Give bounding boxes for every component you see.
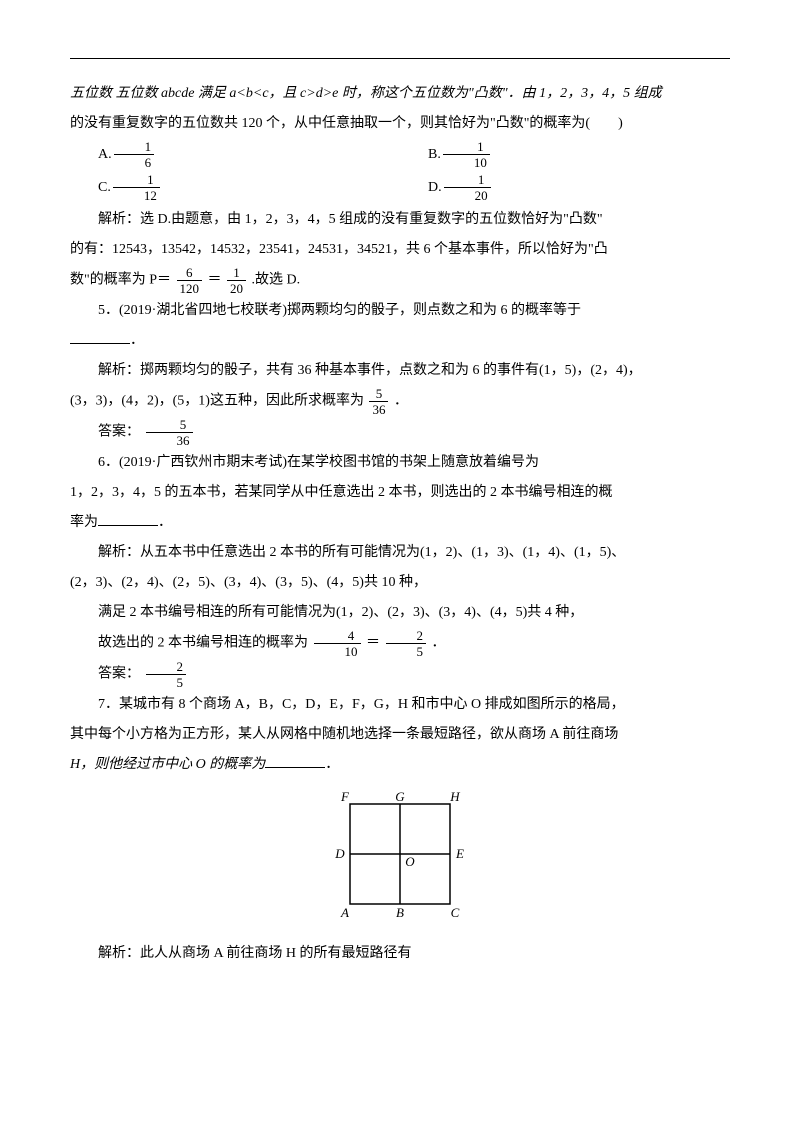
opt-label-B: B.	[400, 141, 441, 169]
q5-sol-l2-post: ．	[394, 394, 408, 409]
q6-ans-pre: 答案：	[98, 667, 140, 682]
q6-answer: 答案： 25	[70, 660, 730, 689]
q7-stem-l1: 7．某城市有 8 个商场 A，B，C，D，E，F，G，H 和市中心 O 排成如图…	[70, 691, 730, 719]
q5-answer: 答案： 536	[70, 418, 730, 447]
lbl-A: A	[340, 905, 349, 919]
q4-intro-line2: 的没有重复数字的五位数共 120 个，从中任意抽取一个，则其恰好为"凸数"的概率…	[70, 110, 730, 138]
frac-C: 112	[113, 173, 160, 202]
q7-stem-l3: H，则他经过市中心 O 的概率为 ．	[70, 751, 730, 779]
q5-ans-frac: 536	[146, 418, 193, 447]
q6-stem-l2: 1，2，3，4，5 的五本书，若某同学从中任意选出 2 本书，则选出的 2 本书…	[70, 479, 730, 507]
q4-sol-l3-post: .故选 D.	[252, 273, 301, 288]
lbl-D: D	[334, 846, 345, 861]
q4-opt-A: A. 16	[70, 140, 400, 169]
opt-label-A: A.	[70, 141, 112, 169]
q7-stem-l3-pre: H，则他经过市中心 O 的概率为	[70, 757, 265, 772]
q5-blank-line: ．	[70, 327, 730, 355]
q6-sol-l3: 满足 2 本书编号相连的所有可能情况为(1，2)、(2，3)、(3，4)、(4，…	[70, 599, 730, 627]
lbl-O: O	[405, 854, 415, 869]
frac-A: 16	[114, 140, 155, 169]
q4-sol-l2: 的有：12543，13542，14532，23541，24531，34521，共…	[70, 236, 730, 264]
lbl-F: F	[340, 789, 350, 804]
q7-stem-l2: 其中每个小方格为正方形，某人从网格中随机地选择一条最短路径，欲从商场 A 前往商…	[70, 721, 730, 749]
q6-ans-frac: 25	[146, 660, 187, 689]
q4-sol-frac1: 6120	[177, 266, 203, 295]
q5-stem: 5．(2019·湖北省四地七校联考)掷两颗均匀的骰子，则点数之和为 6 的概率等…	[70, 297, 730, 325]
q4-options-row2: C. 112 D. 120	[70, 173, 730, 202]
opt-label-C: C.	[70, 174, 111, 202]
q4-intro-line1: 五位数 五位数 abcde 满足 a<b<c，且 c>d>e 时，称这个五位数为…	[70, 80, 730, 108]
q4-sol-l1: 解析：选 D.由题意，由 1，2，3，4，5 组成的没有重复数字的五位数恰好为"…	[70, 206, 730, 234]
q6-stem-l3-post: ．	[158, 515, 172, 530]
q6-stem-l3: 率为 ．	[70, 509, 730, 537]
grid-diagram: F G H D O E A B C	[320, 789, 480, 919]
q5-sol-l2: (3，3)，(4，2)，(5，1)这五种，因此所求概率为 536 ．	[70, 387, 730, 416]
lbl-C: C	[451, 905, 460, 919]
q6-stem-l1: 6．(2019·广西钦州市期末考试)在某学校图书馆的书架上随意放着编号为	[70, 449, 730, 477]
q6-sol-l4: 故选出的 2 本书编号相连的概率为 410 ＝ 25 ．	[70, 629, 730, 658]
q5-ans-pre: 答案：	[98, 425, 140, 440]
frac-B: 110	[443, 140, 490, 169]
q5-blank-end: ．	[130, 333, 144, 348]
q5-sol-l1: 解析：掷两颗均匀的骰子，共有 36 种基本事件，点数之和为 6 的事件有(1，5…	[70, 357, 730, 385]
lbl-H: H	[449, 789, 460, 804]
q4-sol-eq: ＝	[208, 273, 222, 288]
page-top-rule	[70, 58, 730, 59]
q4-sol-l3-pre: 数"的概率为 P＝	[70, 273, 171, 288]
q6-sol-l4-pre: 故选出的 2 本书编号相连的概率为	[98, 636, 308, 651]
q6-sol-l1: 解析：从五本书中任意选出 2 本书的所有可能情况为(1，2)、(1，3)、(1，…	[70, 539, 730, 567]
q4-sol-l3: 数"的概率为 P＝ 6120 ＝ 120 .故选 D.	[70, 266, 730, 295]
q6-sol-frac2: 25	[386, 629, 427, 658]
q6-sol-l2: (2，3)、(2，4)、(2，5)、(3，4)、(3，5)、(4，5)共 10 …	[70, 569, 730, 597]
q4-options-row1: A. 16 B. 110	[70, 140, 730, 169]
q5-blank	[70, 330, 130, 344]
q7-blank	[265, 754, 325, 768]
q7-sol-l1: 解析：此人从商场 A 前往商场 H 的所有最短路径有	[70, 940, 730, 968]
q4-opt-C: C. 112	[70, 173, 400, 202]
frac-D: 120	[444, 173, 491, 202]
q7-figure: F G H D O E A B C	[70, 789, 730, 930]
lbl-B: B	[396, 905, 404, 919]
q4-sol-frac2: 120	[227, 266, 246, 295]
q4-opt-D: D. 120	[400, 173, 730, 202]
q6-blank	[98, 512, 158, 526]
lbl-E: E	[455, 846, 464, 861]
q6-sol-frac1: 410	[314, 629, 361, 658]
q5-sol-l2-pre: (3，3)，(4，2)，(5，1)这五种，因此所求概率为	[70, 394, 364, 409]
lbl-G: G	[395, 789, 405, 804]
q5-sol-frac: 536	[369, 387, 388, 416]
q6-sol-l4-post: ．	[432, 636, 446, 651]
opt-label-D: D.	[400, 174, 442, 202]
q6-stem-l3-text: 率为	[70, 515, 98, 530]
q4-abcde: 五位数 五位数 abcde 满足 a<b<c，且 c>d>e 时，称这个五位数为…	[70, 86, 662, 101]
q6-sol-eq: ＝	[366, 636, 380, 651]
q4-opt-B: B. 110	[400, 140, 730, 169]
q7-stem-l3-post: ．	[325, 757, 339, 772]
